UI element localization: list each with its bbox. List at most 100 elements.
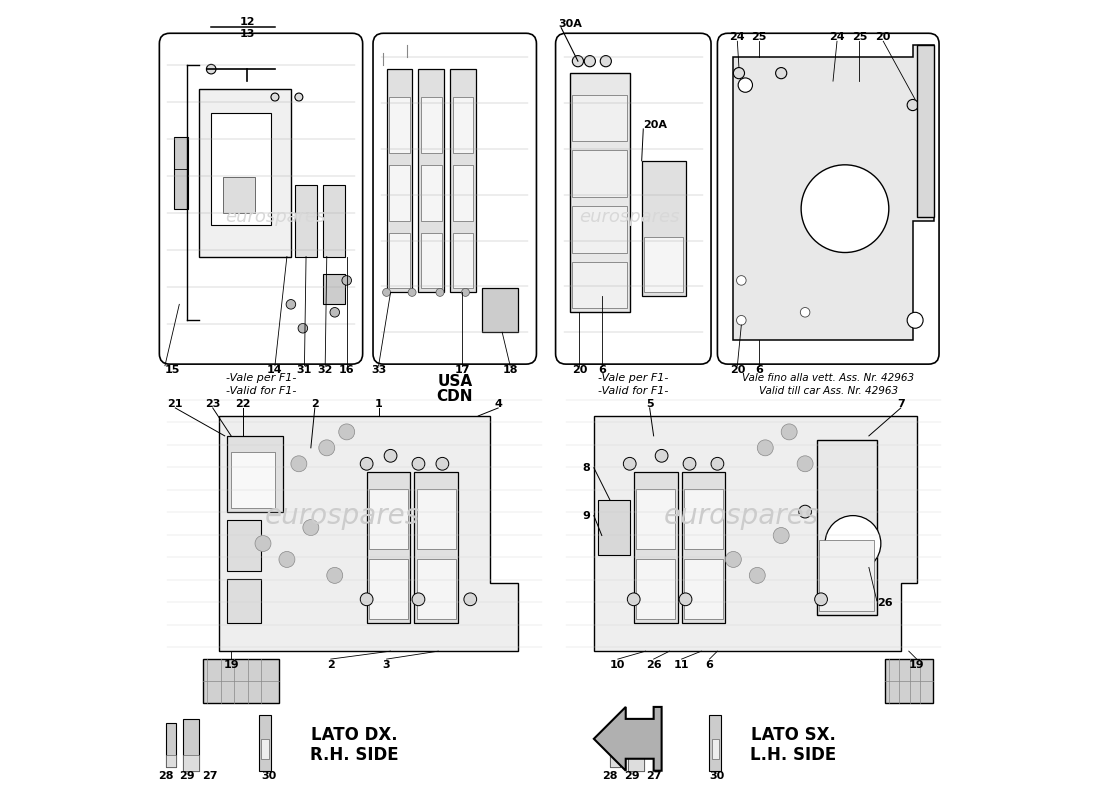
Text: 9: 9 — [582, 510, 590, 521]
Circle shape — [290, 456, 307, 472]
Bar — [322, 274, 345, 304]
Circle shape — [412, 593, 425, 606]
Bar — [710, 715, 722, 770]
Text: -Vale per F1-: -Vale per F1- — [226, 374, 296, 383]
Text: LATO DX.: LATO DX. — [311, 726, 398, 744]
Bar — [389, 233, 409, 288]
Bar — [453, 165, 473, 221]
Text: 2: 2 — [327, 660, 334, 670]
Text: 10: 10 — [610, 660, 626, 670]
Bar — [166, 723, 176, 766]
Bar — [916, 46, 934, 217]
Text: 13: 13 — [240, 29, 255, 39]
Bar — [421, 233, 441, 288]
Bar — [628, 719, 645, 770]
Text: R.H. SIDE: R.H. SIDE — [310, 746, 399, 764]
Text: Vale fino alla vett. Ass. Nr. 42963: Vale fino alla vett. Ass. Nr. 42963 — [742, 374, 914, 383]
Bar — [417, 490, 455, 549]
Text: eurospares: eurospares — [580, 208, 680, 226]
Text: Valid till car Ass. Nr. 42963: Valid till car Ass. Nr. 42963 — [759, 386, 898, 396]
Text: 20A: 20A — [644, 120, 668, 130]
Circle shape — [408, 288, 416, 296]
Circle shape — [327, 567, 343, 583]
Circle shape — [319, 440, 334, 456]
Text: 16: 16 — [339, 365, 354, 374]
Circle shape — [572, 55, 583, 66]
Text: 6: 6 — [705, 660, 714, 670]
Text: 4: 4 — [494, 399, 502, 409]
Text: 21: 21 — [167, 399, 183, 409]
Bar — [184, 719, 199, 770]
Bar — [570, 73, 629, 312]
Bar — [453, 233, 473, 288]
Bar — [453, 97, 473, 153]
Bar — [597, 500, 629, 555]
Circle shape — [908, 99, 918, 110]
Text: 17: 17 — [454, 365, 470, 374]
Bar — [450, 69, 476, 292]
Bar — [418, 69, 444, 292]
Bar — [421, 97, 441, 153]
Circle shape — [584, 55, 595, 66]
Text: 26: 26 — [877, 598, 892, 608]
Circle shape — [624, 458, 636, 470]
Polygon shape — [734, 46, 934, 340]
Bar — [417, 559, 455, 619]
Polygon shape — [594, 416, 916, 651]
Text: 30: 30 — [261, 771, 276, 782]
Circle shape — [330, 307, 340, 317]
Bar — [231, 452, 275, 508]
Bar — [199, 89, 290, 257]
Text: -Valid for F1-: -Valid for F1- — [598, 386, 669, 396]
Circle shape — [286, 299, 296, 309]
Circle shape — [815, 593, 827, 606]
Text: 15: 15 — [165, 365, 180, 374]
Bar — [174, 137, 188, 209]
Circle shape — [781, 424, 798, 440]
Bar — [572, 150, 627, 197]
Text: 27: 27 — [201, 771, 218, 782]
Text: 7: 7 — [896, 399, 904, 409]
Polygon shape — [594, 707, 661, 770]
Text: L.H. SIDE: L.H. SIDE — [750, 746, 836, 764]
Bar — [817, 440, 877, 615]
Bar — [386, 69, 412, 292]
Text: 23: 23 — [205, 399, 220, 409]
Text: 6: 6 — [755, 365, 762, 374]
Circle shape — [825, 515, 881, 571]
Bar — [684, 559, 723, 619]
Bar — [389, 165, 409, 221]
Circle shape — [342, 276, 352, 285]
Circle shape — [295, 93, 302, 101]
Text: 18: 18 — [503, 365, 518, 374]
Bar — [609, 723, 620, 766]
Bar — [227, 579, 261, 623]
Text: 28: 28 — [158, 771, 174, 782]
Text: USA: USA — [437, 374, 472, 389]
Circle shape — [302, 519, 319, 535]
Text: 30A: 30A — [558, 18, 582, 29]
Bar — [645, 237, 683, 292]
Bar — [636, 559, 675, 619]
Circle shape — [279, 551, 295, 567]
Bar — [636, 490, 675, 549]
Text: 25: 25 — [751, 32, 767, 42]
Bar — [572, 94, 627, 141]
Text: 22: 22 — [235, 399, 251, 409]
Circle shape — [464, 593, 476, 606]
Text: eurospares: eurospares — [663, 502, 820, 530]
Bar — [322, 185, 345, 257]
Circle shape — [384, 450, 397, 462]
Bar — [223, 177, 255, 213]
Bar — [609, 754, 620, 766]
Text: 33: 33 — [371, 365, 386, 374]
Text: 24: 24 — [829, 32, 845, 42]
Text: 6: 6 — [598, 365, 606, 374]
Text: 19: 19 — [223, 660, 239, 670]
Circle shape — [462, 288, 470, 296]
Text: 26: 26 — [646, 660, 661, 670]
Bar — [641, 161, 685, 296]
Circle shape — [734, 67, 745, 78]
Bar — [184, 754, 199, 770]
Circle shape — [271, 93, 279, 101]
